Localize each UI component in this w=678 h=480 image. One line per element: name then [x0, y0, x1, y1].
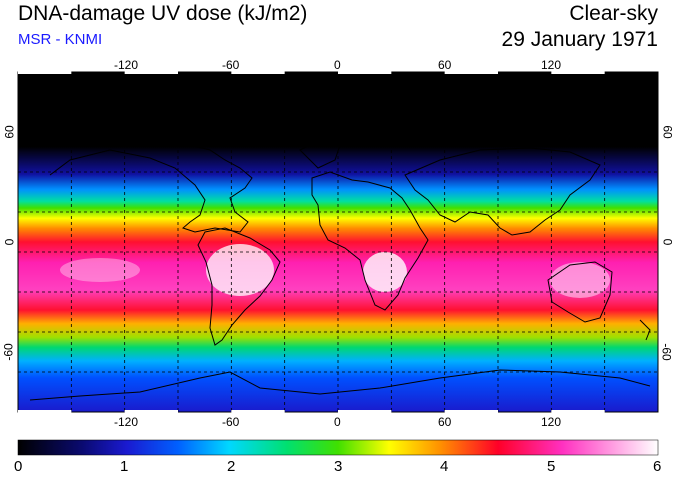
colorbar-tick: 4 — [440, 458, 449, 475]
coast-greenland — [299, 139, 341, 169]
chart-title: DNA-damage UV dose (kJ/m2) — [18, 2, 308, 25]
border-segment — [444, 71, 498, 74]
uv-hotspot-australia — [550, 262, 610, 298]
colorbar-tick: 5 — [547, 458, 556, 475]
coast-asia — [404, 147, 601, 236]
colorbar-tick: 2 — [227, 458, 236, 475]
chart-date: 29 January 1971 — [501, 28, 658, 51]
border-segment — [551, 410, 605, 413]
sky-condition: Clear-sky — [569, 2, 658, 25]
coastlines — [29, 139, 651, 401]
border-segment — [231, 410, 285, 413]
lon-tick-bottom: 60 — [438, 415, 452, 429]
border-segment — [18, 71, 72, 74]
uv-hotspot-south-america — [206, 244, 274, 296]
colorbar — [17, 439, 659, 456]
lon-tick-top: 0 — [334, 58, 341, 72]
border-segment — [231, 71, 285, 74]
border-segment — [124, 71, 178, 74]
border-segment — [124, 410, 178, 413]
coast-new-zealand — [639, 319, 651, 341]
chart-subtitle: MSR - KNMI — [18, 31, 103, 48]
colorbar-tick: 3 — [334, 458, 343, 475]
lon-tick-bottom: -60 — [222, 415, 240, 429]
uv-hotspot-pacific — [60, 258, 140, 282]
lat-tick-right: 60 — [660, 125, 675, 139]
lon-tick-top: -120 — [114, 58, 139, 72]
lat-tick-right: 0 — [660, 238, 675, 246]
border-segment — [551, 71, 605, 74]
lat-tick-left: 0 — [2, 238, 17, 246]
colorbar-tick: 1 — [120, 458, 129, 475]
lon-tick-bottom: 120 — [541, 415, 562, 429]
colorbar-tick: 0 — [14, 458, 23, 475]
lon-tick-bottom: 0 — [334, 415, 341, 429]
lon-tick-top: 60 — [438, 58, 452, 72]
lat-tick-right: -60 — [659, 343, 674, 361]
colorbar-tick: 6 — [653, 458, 662, 475]
border-segment — [444, 410, 498, 413]
border-segment — [18, 410, 72, 413]
lat-tick-left: -60 — [1, 343, 16, 361]
coast-south-america — [197, 227, 281, 346]
border-segment — [338, 410, 392, 413]
coast-north-america — [49, 141, 253, 233]
border-ticks — [18, 71, 605, 413]
lon-tick-top: -60 — [222, 58, 240, 72]
coast-europe-africa — [311, 171, 429, 311]
lon-tick-top: 120 — [541, 58, 562, 72]
border-segment — [338, 71, 392, 74]
graticule — [18, 72, 658, 412]
lon-tick-bottom: -120 — [114, 415, 139, 429]
uv-hotspot-africa — [363, 252, 407, 292]
lat-tick-left: 60 — [2, 125, 17, 139]
